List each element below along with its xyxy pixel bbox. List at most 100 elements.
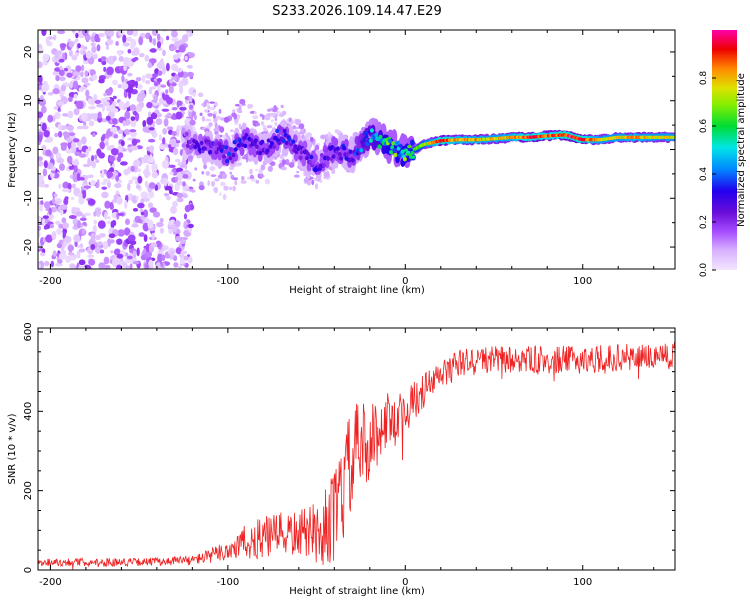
spectrogram-cell xyxy=(179,164,186,168)
spectrogram-cell xyxy=(82,163,91,168)
spectrogram-cell xyxy=(307,179,311,186)
spectrogram-cell xyxy=(214,122,218,129)
spectrogram-cell xyxy=(166,97,173,105)
spectrogram-cell xyxy=(130,130,137,138)
spectrogram-cell xyxy=(137,84,143,90)
spectrogram-cell xyxy=(149,48,157,53)
spectrogram-cell xyxy=(45,149,52,157)
spectrogram-cell xyxy=(77,43,81,49)
x-tick-label: 0 xyxy=(402,276,408,287)
spectrogram-cell xyxy=(350,158,355,163)
spectrogram-cell xyxy=(151,232,156,240)
spectrogram-cell xyxy=(38,180,43,188)
spectrogram-cell xyxy=(83,180,88,184)
spectrogram-cell xyxy=(161,254,166,261)
spectrogram-cell xyxy=(43,225,48,230)
spectrogram-cell xyxy=(187,223,194,229)
spectrogram-cell xyxy=(184,164,187,170)
spectrogram-cell xyxy=(56,227,62,235)
spectrogram-cell xyxy=(129,263,133,269)
spectrogram-cell xyxy=(90,232,96,242)
spectrogram-cell xyxy=(252,115,259,120)
spectrogram-cell xyxy=(114,183,122,189)
spectrogram-cell xyxy=(172,54,180,60)
spectrogram-cell xyxy=(59,163,65,171)
spectrogram-cell xyxy=(168,144,172,149)
spectrogram-cell xyxy=(85,148,89,158)
spectrogram-cell xyxy=(199,140,204,146)
spectrogram-cell xyxy=(274,117,278,122)
spectrogram-cell xyxy=(56,157,65,164)
spectrogram-cell xyxy=(223,116,230,123)
spectrogram-cell xyxy=(89,161,95,166)
spectrogram-cell xyxy=(222,193,227,200)
spectrogram-cell xyxy=(55,201,60,205)
spectrogram-cell xyxy=(102,241,109,250)
spectrogram-cell xyxy=(211,180,215,187)
spectrogram-cell xyxy=(73,93,78,99)
spectrogram-cell xyxy=(298,123,305,130)
spectrogram-cell xyxy=(250,178,256,182)
spectrogram-cell xyxy=(204,109,209,113)
spectrogram-cell xyxy=(175,67,183,73)
spectrogram-cell xyxy=(157,253,163,263)
spectrogram-cell xyxy=(269,112,277,117)
spectrogram-cell xyxy=(166,62,170,72)
spectrogram-cell xyxy=(76,100,84,110)
snr-series-line xyxy=(38,342,675,570)
spectrogram-cell xyxy=(147,62,152,69)
spectrogram-cell xyxy=(103,66,107,72)
spectrogram-cell xyxy=(150,86,157,90)
spectrogram-cell xyxy=(100,56,107,61)
spectrogram-cell xyxy=(38,160,44,167)
spectrogram-cell xyxy=(99,233,106,238)
spectrogram-cell xyxy=(93,211,97,217)
spectrogram-cell xyxy=(292,125,297,130)
spectrogram-cell xyxy=(189,104,194,110)
spectrogram-cell xyxy=(75,32,79,39)
spectrogram-cell xyxy=(288,117,292,123)
spectrogram-cell xyxy=(144,250,152,258)
spectrogram-cell xyxy=(59,76,66,82)
colorbar: 0.0 0.2 0.4 0.6 0.8 Normalized spectral ampl… xyxy=(699,30,747,277)
spectrogram-cell xyxy=(70,255,74,261)
spectrogram-cell xyxy=(147,219,154,229)
spectrogram-cell xyxy=(68,215,77,219)
spectrogram-cell xyxy=(143,234,148,243)
spectrogram-cell xyxy=(153,94,158,103)
y-tick-label: 0 xyxy=(23,567,34,573)
spectrogram-cell xyxy=(122,262,128,267)
spectrogram-cell xyxy=(144,55,150,62)
spectrogram-cell xyxy=(41,83,50,92)
spectrogram-cell xyxy=(58,183,62,189)
spectrogram-cell xyxy=(260,164,266,171)
spectrogram-cell xyxy=(125,218,130,226)
spectrogram-cell xyxy=(130,116,136,121)
spectrogram-cell xyxy=(138,36,144,46)
spectrogram-cell xyxy=(155,118,163,126)
spectrogram-cell xyxy=(311,160,316,165)
spectrogram-cell xyxy=(101,60,107,66)
spectrogram-cell xyxy=(173,262,179,268)
spectrogram-cell xyxy=(322,163,326,168)
spectrogram-cell xyxy=(80,44,85,49)
spectrogram-cell xyxy=(168,189,173,195)
spectrogram-cell xyxy=(74,52,80,57)
spectrogram-cell xyxy=(194,167,198,171)
spectrogram-cell xyxy=(198,92,204,98)
spectrogram-cell xyxy=(96,211,101,217)
spectrogram-cell xyxy=(240,180,247,184)
spectrogram-cell xyxy=(61,217,67,224)
spectrogram-cell xyxy=(38,174,44,181)
spectrogram-cell xyxy=(186,71,194,78)
spectrogram-cell xyxy=(252,141,257,147)
spectrogram-cell xyxy=(309,154,314,160)
spectrogram-cell xyxy=(106,38,114,46)
spectrogram-cell xyxy=(243,143,248,149)
spectrogram-cell xyxy=(148,111,152,118)
spectrogram-cell xyxy=(81,125,89,130)
spectrogram-cell xyxy=(52,146,59,155)
snr-panel: -200 -100 0 100 0 200 400 600 Height of straig… xyxy=(7,322,676,597)
spectrogram-cells xyxy=(38,30,675,269)
